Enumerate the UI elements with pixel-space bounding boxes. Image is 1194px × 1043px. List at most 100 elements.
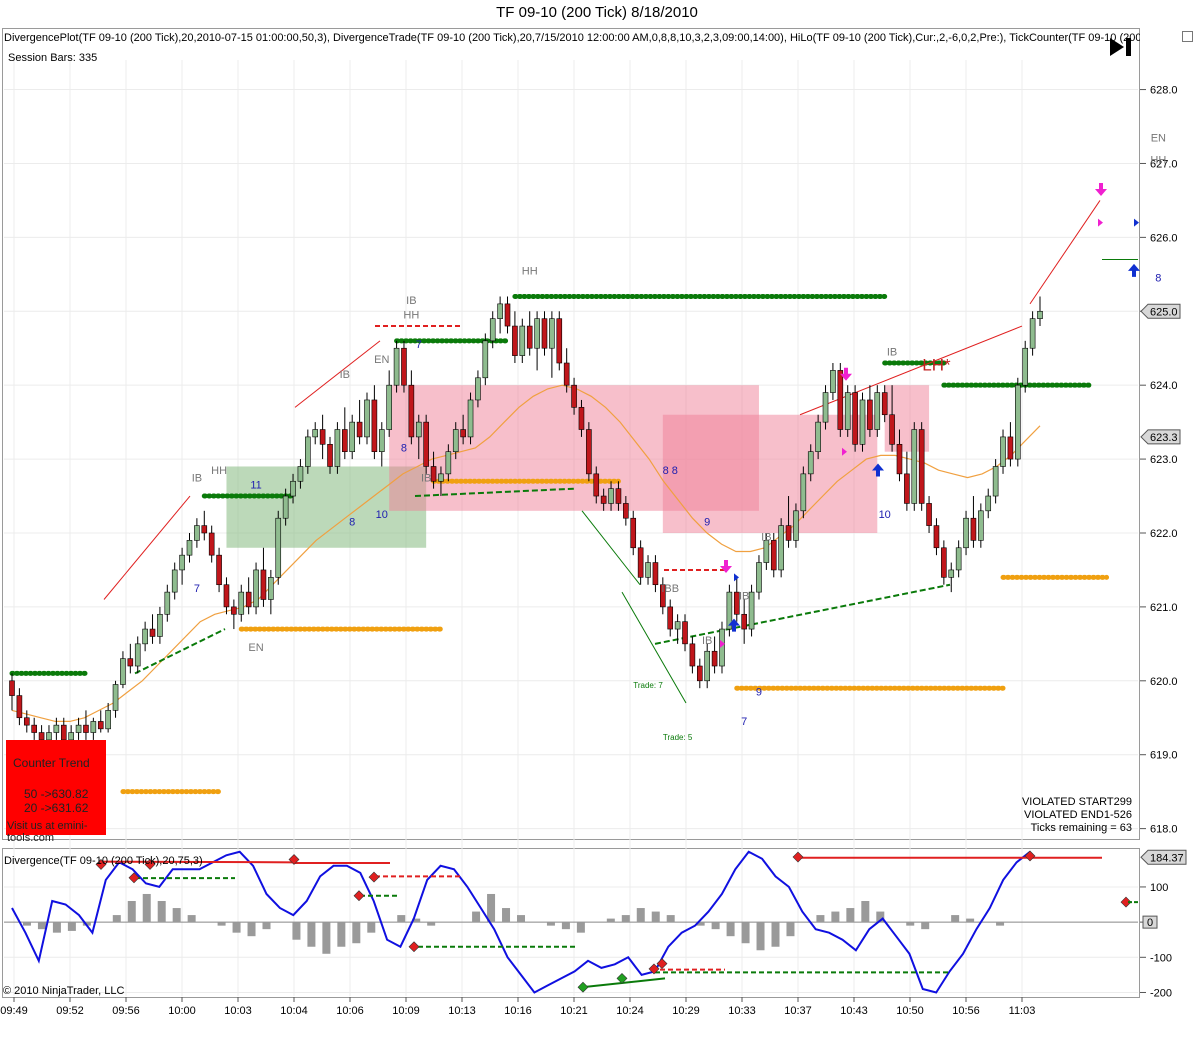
- candle-body: [815, 421, 821, 452]
- violated-status: VIOLATED START299 VIOLATED END1-526 Tick…: [1000, 796, 1132, 835]
- osc-histogram-bar: [487, 893, 496, 923]
- osc-histogram-bar: [786, 922, 795, 937]
- axis-toggle-box[interactable]: [1182, 31, 1193, 42]
- time-tick-label: 10:00: [168, 1005, 196, 1017]
- candle-body: [970, 517, 977, 541]
- candle-body: [896, 444, 903, 475]
- chart-annotation: Trade: 7: [633, 681, 663, 690]
- price-tick-label: 621.0: [1150, 602, 1178, 614]
- candle-body: [275, 517, 282, 578]
- candle-body: [534, 318, 540, 349]
- sell-arrow-icon: [720, 559, 732, 573]
- chart-annotation: IB: [761, 531, 771, 543]
- candle-body: [519, 325, 526, 356]
- candle-body: [16, 695, 23, 719]
- chart-annotation: EN: [374, 354, 389, 366]
- osc-histogram-bar: [621, 915, 630, 923]
- time-tick-label: 10:56: [952, 1005, 980, 1017]
- signal-triangle-icon: [842, 447, 847, 456]
- osc-histogram-bar: [756, 922, 765, 951]
- osc-histogram-bar: [322, 922, 331, 954]
- price-tick-label: 622.0: [1150, 528, 1178, 540]
- candle-body: [371, 399, 378, 452]
- osc-histogram-bar: [831, 911, 840, 923]
- candle-body: [726, 591, 733, 630]
- time-tick-label: 10:13: [448, 1005, 476, 1017]
- osc-histogram-bar: [367, 922, 376, 933]
- price-tick-label: 624.0: [1150, 380, 1178, 392]
- divergence-diamond-icon: [128, 872, 140, 884]
- candle-body: [445, 451, 452, 475]
- candle-body: [334, 429, 341, 467]
- sell-arrow-icon: [1095, 183, 1107, 197]
- candle-body: [408, 384, 415, 438]
- divergence-diamond-icon: [1024, 850, 1036, 862]
- candle-body: [208, 532, 215, 556]
- divergence-diamond-icon: [1120, 896, 1132, 908]
- candle-body: [556, 318, 563, 364]
- candle-body: [867, 399, 873, 430]
- chart-annotation: IB: [406, 295, 416, 307]
- osc-tick-label: -200: [1150, 987, 1172, 999]
- candle-body: [689, 643, 696, 667]
- candle-body: [171, 569, 178, 593]
- candle-body: [482, 340, 489, 379]
- osc-histogram-bar: [561, 922, 570, 930]
- oscillator-header: Divergence(TF 09-10 (200 Tick),20,75,3): [4, 855, 203, 867]
- osc-histogram-bar: [606, 918, 615, 923]
- candle-body: [223, 584, 230, 608]
- osc-histogram-bar: [397, 915, 406, 923]
- candle-body: [1037, 310, 1043, 319]
- osc-histogram-bar: [232, 922, 241, 933]
- chart-annotation: IB: [421, 472, 431, 484]
- osc-histogram-bar: [636, 908, 645, 923]
- chart-title: TF 09-10 (200 Tick) 8/18/2010: [496, 4, 698, 21]
- time-tick-label: 10:09: [392, 1005, 420, 1017]
- osc-value-label: 184.37: [1150, 852, 1184, 864]
- candle-body: [955, 547, 962, 571]
- counter-trend-link[interactable]: Visit us at emini-tools.com: [7, 820, 88, 844]
- moving-average-line: [11, 384, 1041, 722]
- candle-body: [415, 421, 422, 438]
- candle-body: [830, 370, 836, 393]
- candle-body: [231, 606, 237, 615]
- counter-trend-box: Counter Trend 50 ->630.82 20 ->631.62 Vi…: [6, 740, 106, 844]
- oscillator-panel[interactable]: [2, 848, 1140, 998]
- support-trend-line: [654, 583, 951, 645]
- candle-body: [23, 717, 30, 726]
- price-tick-label: 620.0: [1150, 676, 1178, 688]
- candle-body: [253, 569, 259, 608]
- skip-to-end-icon[interactable]: [1108, 36, 1134, 58]
- oscillator-line: [11, 850, 1031, 994]
- candle-body: [430, 466, 437, 482]
- candle-body: [504, 303, 511, 327]
- osc-histogram-bar: [966, 918, 975, 923]
- candle-body: [600, 495, 607, 504]
- sell-arrow-icon: [840, 367, 852, 381]
- chart-annotation: 7: [194, 583, 200, 595]
- counter-trend-line-1: 50 ->630.82: [24, 787, 89, 801]
- candle-body: [911, 429, 918, 504]
- candle-body: [674, 621, 681, 630]
- time-tick-label: 10:06: [336, 1005, 364, 1017]
- time-tick-label: 10:37: [784, 1005, 812, 1017]
- divergence-diamond-icon: [353, 890, 365, 902]
- candle-body: [386, 384, 392, 430]
- price-panel[interactable]: [2, 28, 1140, 840]
- osc-histogram-bar: [576, 922, 585, 933]
- trend-line: [103, 495, 191, 600]
- osc-histogram-bar: [412, 918, 421, 923]
- chart-annotation: 8: [1155, 273, 1161, 285]
- candle-body: [852, 392, 858, 445]
- osc-tick-label: -100: [1150, 952, 1172, 964]
- price-tick-label: 618.0: [1150, 824, 1178, 836]
- current-price-badge-bg: [1140, 303, 1181, 319]
- candle-body: [837, 370, 844, 430]
- time-tick-label: 09:49: [0, 1005, 28, 1017]
- candle-body: [68, 732, 74, 741]
- candle-body: [978, 510, 984, 541]
- candle-body: [918, 429, 925, 504]
- candle-body: [90, 721, 97, 733]
- candle-body: [216, 554, 222, 586]
